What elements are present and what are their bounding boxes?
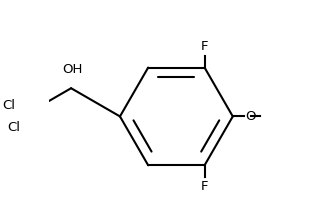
Text: F: F	[201, 180, 208, 193]
Text: F: F	[201, 40, 208, 53]
Text: Cl: Cl	[3, 99, 16, 112]
Text: Cl: Cl	[7, 121, 20, 134]
Text: O: O	[245, 110, 256, 123]
Text: OH: OH	[62, 63, 82, 76]
